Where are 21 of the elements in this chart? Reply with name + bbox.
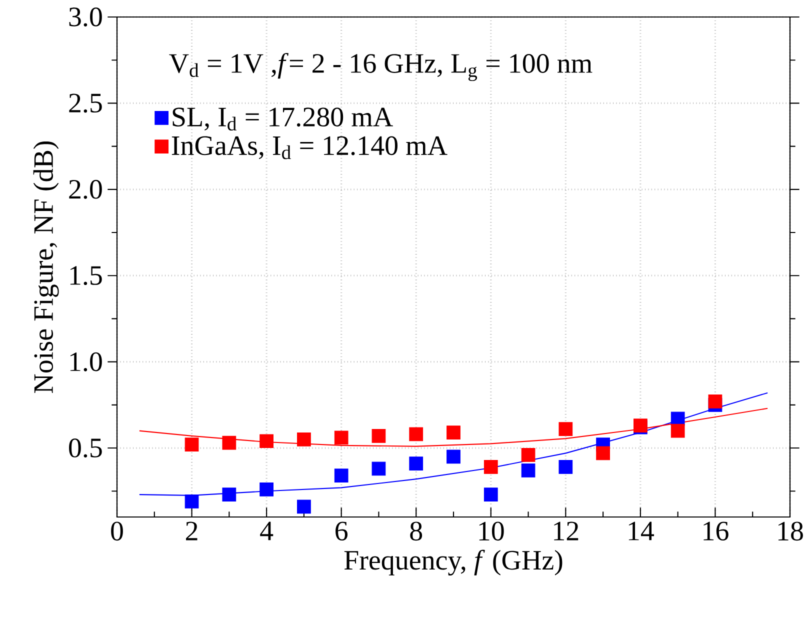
annotation: V$_{d}$ = 1V ,f= 2 - 16 GHz, L$_{g}$ = 100 nm [169,52,592,82]
y-tick-label: 2.5 [69,94,102,113]
x-tick-label: 2 [186,522,198,540]
x-tick-label: 16 [704,522,728,541]
y-tick-label: 1.0 [70,352,102,372]
x-tick-label: 8 [410,522,422,541]
x-tick-label: 12 [554,522,578,540]
x-tick-label: 0 [111,522,123,541]
x-tick-label: 4 [260,522,274,540]
y-tick-label: 2.0 [69,180,102,199]
x-tick-label: 14 [628,522,654,540]
y-tick-label: 0.5 [69,438,102,458]
x-axis-title: Frequency, f (GHz) [344,550,562,576]
x-tick-label: 10 [479,522,504,541]
y-tick-label: 1.5 [70,266,102,286]
legend-label: SL, I$_{d}$ = 17.280 mA [172,108,393,131]
x-tick-label: 6 [336,522,348,541]
x-tick-label: 18 [778,522,803,541]
y-axis-title: Noise Figure, NF (dB) [33,141,59,393]
legend-label: InGaAs, I$_{d}$ = 12.140 mA [172,136,448,160]
y-tick-label: 3.0 [69,8,102,27]
